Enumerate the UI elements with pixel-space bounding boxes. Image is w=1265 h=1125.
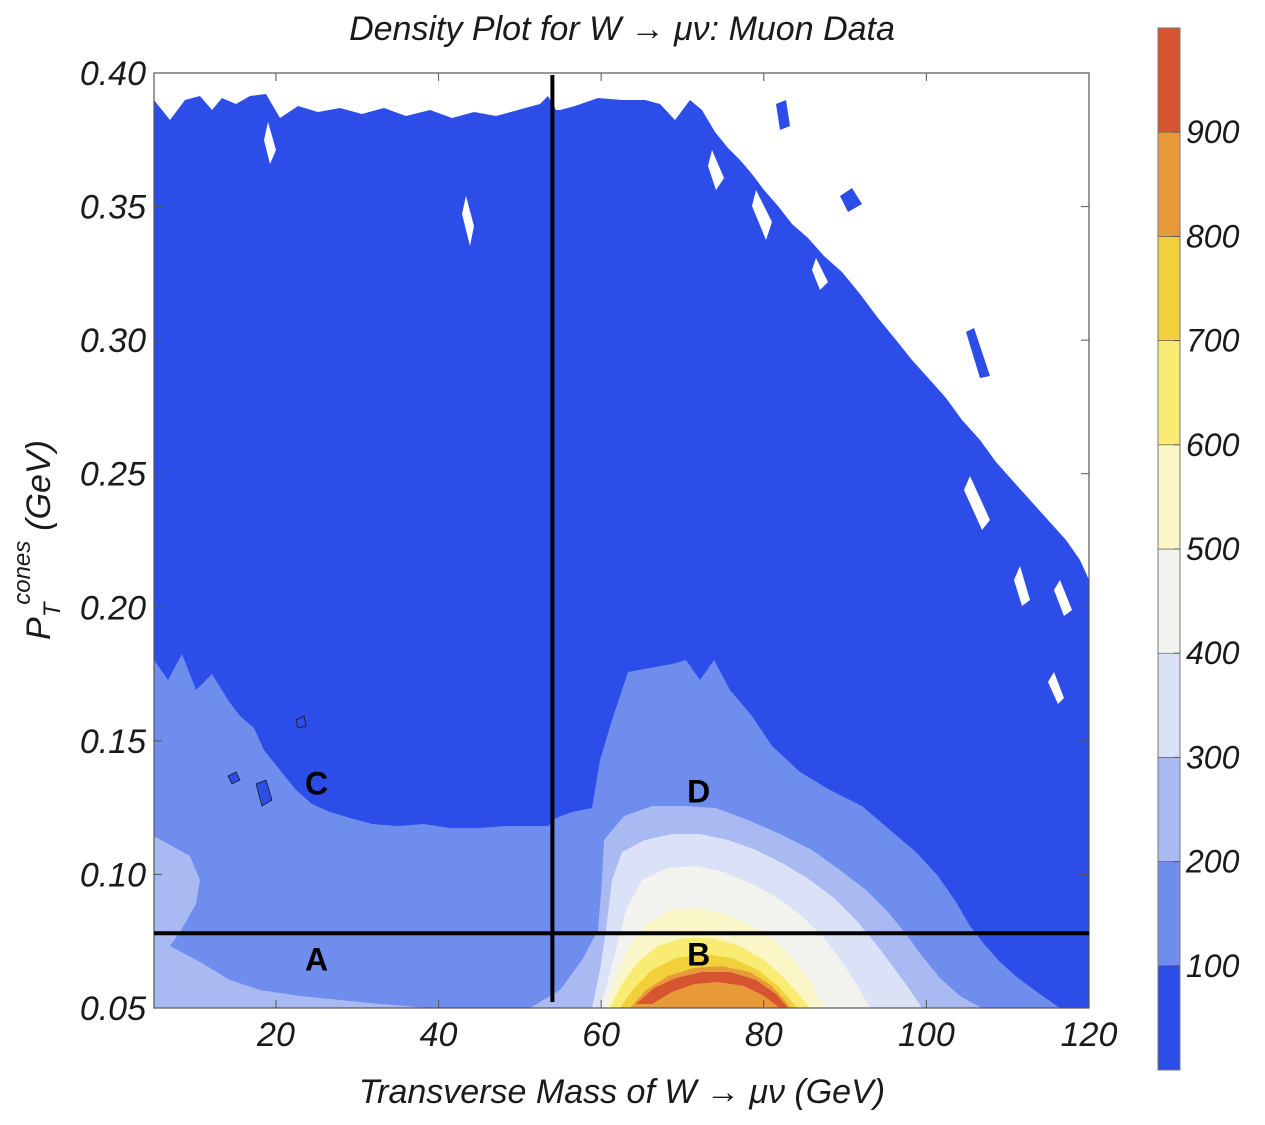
x-tick-label: 80 [745,1016,783,1054]
colorbar-band [1157,236,1181,341]
colorbar-tick-label: 300 [1186,739,1240,775]
contour-band-800-900 [630,966,790,1008]
y-tick-marks [154,72,1089,1009]
colorbar-band [1157,340,1181,446]
x-tick-label: 60 [582,1016,620,1054]
contour-band-900-1000 [636,972,788,1008]
density-island [227,771,241,785]
y-tick-label: 0.10 [80,856,146,894]
colorbar-band [1157,965,1181,1071]
x-tick-label: 20 [256,1016,295,1054]
density-island [776,100,790,130]
region-label-b: B [687,936,710,972]
colorbar-tick-label: 800 [1186,218,1240,254]
x-tick-labels: 20 40 60 80 100 120 [256,1016,1117,1054]
y-tick-label: 0.05 [80,990,146,1028]
small-contours [227,715,307,807]
empty-patch [1014,566,1030,606]
region-label-a: A [305,942,328,978]
y-tick-label: 0.15 [80,723,146,761]
colorbar-band [1157,861,1181,967]
colorbar-band [1157,131,1181,237]
x-tick-label: 100 [898,1016,955,1054]
y-axis-label-superscript: cones [9,541,36,605]
y-tick-label: 0.20 [80,589,146,627]
empty-patch [1034,396,1054,438]
contour-bands [154,94,1089,1008]
empty-patch [462,196,474,246]
colorbar [1157,27,1181,1071]
empty-patch [902,270,918,302]
y-axis-label-subscript: T [39,600,66,617]
colorbar-tick-label: 200 [1185,844,1240,880]
y-tick-label: 0.30 [80,322,146,360]
y-tick-label: 0.40 [80,55,146,93]
empty-patch [1054,580,1072,616]
empty-patch [1078,500,1089,540]
empty-patch [840,240,860,280]
colorbar-band [1157,757,1181,862]
colorbar-tick-label: 600 [1186,427,1240,463]
region-labels: A B C D [305,765,710,977]
empty-patch [752,190,772,240]
x-tick-label: 40 [420,1016,458,1054]
y-tick-label: 0.25 [80,456,146,494]
colorbar-frame [1157,27,1181,1071]
y-tick-labels: 0.05 0.10 0.15 0.20 0.25 0.30 0.35 0.40 [80,55,146,1028]
density-island [966,328,990,378]
x-axis-label: Transverse Mass of W → μν (GeV) [359,1073,885,1111]
x-tick-marks [275,73,1090,1008]
empty-patch [1048,672,1064,704]
empty-patches [264,122,1089,704]
colorbar-tick-labels: 100 200 300 400 500 600 700 800 900 [1174,114,1240,984]
empty-patch [812,258,828,290]
empty-patch [964,476,990,530]
contour-band-0-100 [154,94,1089,1008]
chart-title: Density Plot for W → μν: Muon Data [349,10,895,48]
colorbar-band [1157,652,1181,758]
empty-patch [708,150,724,190]
colorbar-tick-label: 400 [1186,635,1240,671]
colorbar-tick-label: 500 [1186,531,1240,567]
low-density-islands [776,100,990,378]
colorbar-tick-label: 900 [1186,114,1240,150]
density-island [840,188,862,212]
y-axis-label-base: P [20,617,58,640]
colorbar-tick-label: 700 [1186,323,1240,359]
colorbar-band [1157,27,1181,133]
density-island [295,715,307,729]
region-label-c: C [305,765,328,801]
region-label-d: D [687,773,710,809]
y-axis-label: PTcones (GeV) [9,440,66,640]
colorbar-band [1157,548,1181,654]
empty-patch [264,122,276,164]
colorbar-tick-label: 100 [1186,948,1240,984]
colorbar-band [1157,444,1181,550]
plot-frame [153,72,1090,1009]
y-tick-label: 0.35 [80,189,146,227]
x-tick-label: 120 [1061,1016,1118,1054]
density-island [255,779,273,807]
y-axis-label-unit: (GeV) [20,440,58,531]
